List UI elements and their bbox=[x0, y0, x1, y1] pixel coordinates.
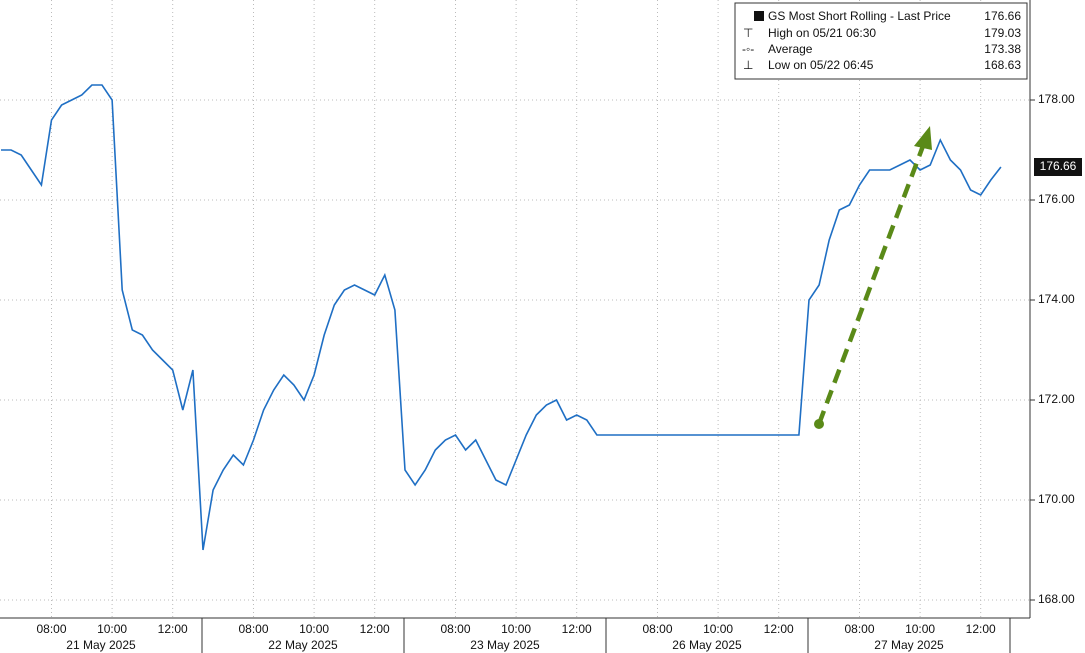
legend-label: GS Most Short Rolling - Last Price bbox=[768, 9, 951, 23]
y-tick-label: 176.00 bbox=[1038, 192, 1075, 206]
x-tick-label: 08:00 bbox=[440, 622, 470, 636]
legend-value: 173.38 bbox=[984, 42, 1021, 56]
arrow-start bbox=[814, 419, 824, 429]
x-tick-label: 12:00 bbox=[764, 622, 794, 636]
x-tick-label: 10:00 bbox=[905, 622, 935, 636]
arrow-head bbox=[914, 126, 932, 150]
day-label: 23 May 2025 bbox=[470, 638, 540, 652]
legend-value: 176.66 bbox=[984, 9, 1021, 23]
x-tick-label: 08:00 bbox=[642, 622, 672, 636]
y-tick-label: 178.00 bbox=[1038, 92, 1075, 106]
annotation-arrow bbox=[814, 126, 932, 429]
legend-value: 168.63 bbox=[984, 58, 1021, 72]
x-tick-label: 12:00 bbox=[966, 622, 996, 636]
legend-icon: ⊥ bbox=[743, 58, 753, 72]
day-label: 22 May 2025 bbox=[268, 638, 338, 652]
y-tick-label: 172.00 bbox=[1038, 392, 1075, 406]
x-tick-label: 10:00 bbox=[501, 622, 531, 636]
x-tick-label: 10:00 bbox=[97, 622, 127, 636]
legend-icon: -◦- bbox=[742, 42, 754, 56]
legend-swatch bbox=[754, 11, 764, 21]
day-label: 21 May 2025 bbox=[66, 638, 136, 652]
x-tick-label: 08:00 bbox=[36, 622, 66, 636]
day-label: 27 May 2025 bbox=[874, 638, 944, 652]
legend-icon: ⊤ bbox=[743, 26, 753, 40]
x-tick-label: 08:00 bbox=[844, 622, 874, 636]
x-tick-label: 10:00 bbox=[703, 622, 733, 636]
x-tick-label: 12:00 bbox=[562, 622, 592, 636]
last-price-tag bbox=[1034, 158, 1082, 176]
day-label: 26 May 2025 bbox=[672, 638, 742, 652]
x-tick-label: 12:00 bbox=[158, 622, 188, 636]
last-price-label: 176.66 bbox=[1040, 159, 1077, 173]
legend-label: High on 05/21 06:30 bbox=[768, 26, 876, 40]
legend-label: Low on 05/22 06:45 bbox=[768, 58, 874, 72]
legend-box bbox=[734, 2, 1028, 80]
x-tick-label: 08:00 bbox=[238, 622, 268, 636]
y-tick-label: 170.00 bbox=[1038, 492, 1075, 506]
y-tick-label: 174.00 bbox=[1038, 292, 1075, 306]
x-tick-label: 12:00 bbox=[360, 622, 390, 636]
legend-value: 179.03 bbox=[984, 26, 1021, 40]
x-tick-label: 10:00 bbox=[299, 622, 329, 636]
price-line bbox=[1, 84, 1002, 551]
arrow-shaft bbox=[816, 145, 926, 425]
y-tick-label: 168.00 bbox=[1038, 592, 1075, 606]
legend-label: Average bbox=[768, 42, 813, 56]
legend: GS Most Short Rolling - Last Price 176.6… bbox=[734, 2, 1028, 80]
